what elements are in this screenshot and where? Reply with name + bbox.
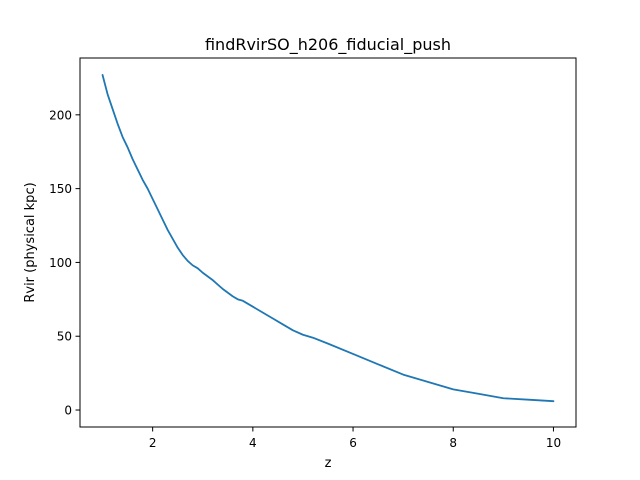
plot-area [79,57,577,428]
y-tick-label: 200 [49,108,72,122]
x-tick-label: 2 [149,436,157,450]
chart-title: findRvirSO_h206_fiducial_push [205,35,451,55]
plot-frame [79,57,577,428]
series-line [101,74,555,403]
x-tick-label: 10 [546,436,561,450]
x-axis: 2 4 6 8 10 [149,427,561,450]
x-tick-label: 4 [249,436,257,450]
y-axis: 0 50 100 150 200 [49,108,80,418]
x-axis-label: z [325,456,332,471]
y-tick-label: 100 [49,256,72,270]
y-tick-label: 150 [49,182,72,196]
y-tick-label: 50 [57,330,72,344]
x-tick-label: 8 [449,436,457,450]
x-tick-label: 6 [349,436,357,450]
y-tick-label: 0 [64,404,72,418]
y-axis-label: Rvir (physical kpc) [23,182,38,302]
